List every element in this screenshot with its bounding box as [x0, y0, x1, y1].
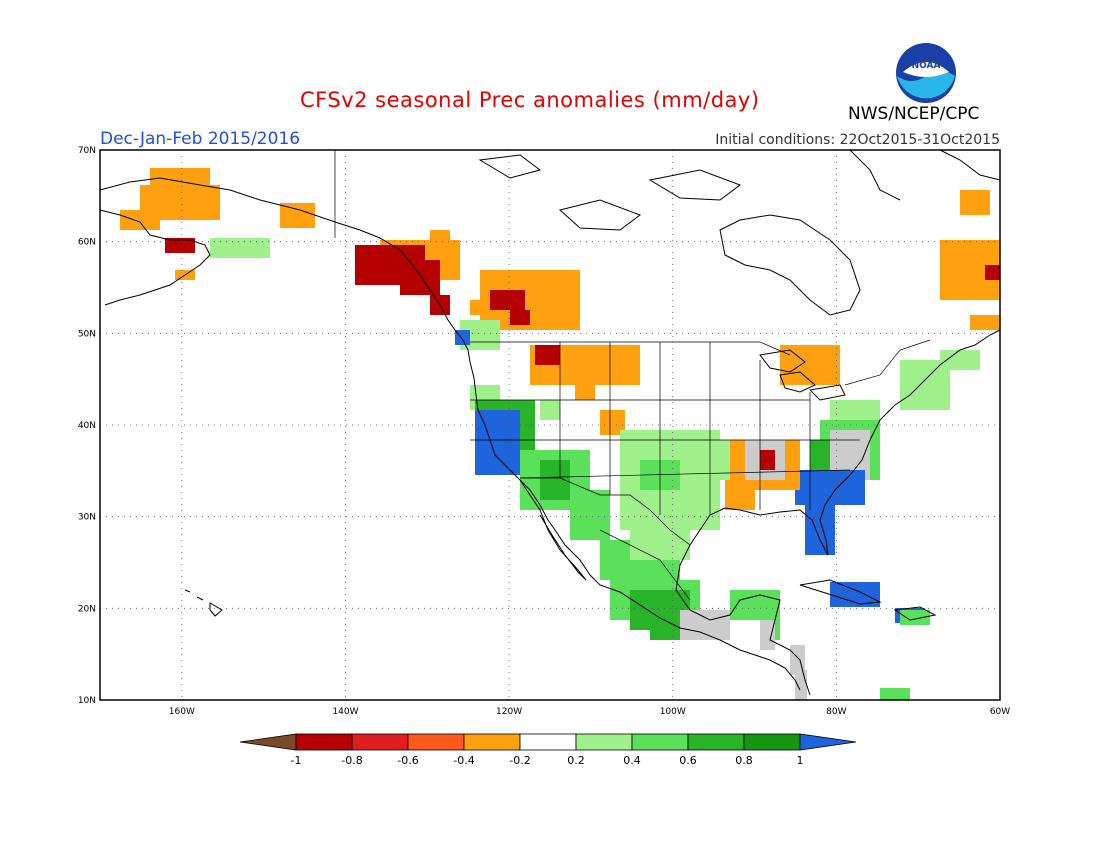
anomaly-cell [630, 520, 690, 560]
anomaly-cells [120, 168, 1000, 700]
legend-swatch [687, 733, 745, 751]
anomaly-cell [540, 400, 560, 420]
coastlines [99, 149, 1001, 696]
legend-tick-label: -0.6 [397, 754, 418, 767]
legend-tick-label: -1 [291, 754, 302, 767]
anomaly-cell [535, 345, 560, 365]
anomaly-cell [680, 610, 730, 640]
legend-tick-label: -0.2 [509, 754, 530, 767]
legend-swatch [743, 733, 801, 751]
latitude-label: 30N [78, 513, 96, 523]
legend-swatch [575, 733, 633, 751]
legend-tick-label: -0.4 [453, 754, 474, 767]
anomaly-cell [725, 480, 755, 510]
anomaly-cell [455, 330, 470, 345]
legend-tick-label: -0.8 [341, 754, 362, 767]
anomaly-cell [510, 310, 530, 325]
longitude-label: 100W [660, 707, 686, 717]
noaa-logo-text: NOAA [912, 61, 941, 71]
legend-tick-label: 0.4 [623, 754, 641, 767]
anomaly-cell [790, 645, 805, 675]
anomaly-cell [880, 688, 910, 700]
map-title: CFSv2 seasonal Prec anomalies (mm/day) [300, 88, 760, 112]
legend-tick-labels: -1 -0.8 -0.6 -0.4 -0.2 0.2 0.4 0.6 0.8 1 [291, 754, 804, 767]
legend-arrow-high [799, 733, 857, 751]
legend-tick-label: 0.2 [567, 754, 585, 767]
latitude-labels: 70N 60N 50N 40N 30N 20N 10N [78, 146, 96, 706]
anomaly-cell [760, 620, 775, 650]
anomaly-cell [150, 168, 210, 186]
anomaly-cell [780, 345, 840, 385]
legend-tick-label: 1 [797, 754, 804, 767]
latitude-label: 60N [78, 238, 96, 248]
anomaly-cell [970, 315, 1000, 330]
latitude-label: 10N [78, 696, 96, 706]
legend-swatch [463, 733, 521, 751]
initial-conditions-label: Initial conditions: 22Oct2015-31Oct2015 [715, 132, 1000, 148]
anomaly-cell [430, 230, 450, 245]
legend-tick-label: 0.8 [735, 754, 753, 767]
anomaly-cell [490, 290, 525, 310]
season-label: Dec-Jan-Feb 2015/2016 [100, 129, 301, 149]
political-borders [334, 150, 931, 601]
anomaly-cell [985, 265, 1000, 280]
anomaly-cell [940, 350, 980, 370]
agency-label: NWS/NCEP/CPC [848, 104, 980, 124]
latitude-label: 50N [78, 329, 96, 339]
anomaly-cell [730, 590, 780, 620]
longitude-labels: 160W 140W 120W 100W 80W 60W [169, 707, 1010, 717]
longitude-label: 160W [169, 707, 195, 717]
longitude-label: 120W [496, 707, 522, 717]
anomaly-cell [795, 470, 865, 505]
anomaly-cell [280, 203, 315, 228]
latitude-label: 40N [78, 421, 96, 431]
legend-arrow-low [239, 733, 297, 751]
legend-tick-label: 0.6 [679, 754, 697, 767]
anomaly-cell [760, 450, 775, 470]
anomaly-cell [960, 190, 990, 215]
longitude-label: 60W [990, 707, 1010, 717]
anomaly-cell [210, 238, 270, 258]
latitude-label: 70N [78, 146, 96, 156]
anomaly-cell [120, 210, 160, 230]
noaa-logo-icon: NOAA [896, 43, 956, 103]
longitude-label: 140W [332, 707, 358, 717]
graticule [100, 150, 1000, 700]
legend-swatch [519, 733, 577, 751]
longitude-label: 80W [826, 707, 846, 717]
map-frame [99, 149, 1001, 701]
legend-swatch [631, 733, 689, 751]
latitude-label: 20N [78, 604, 96, 614]
anomaly-cell [900, 610, 930, 625]
anomaly-cell [400, 260, 440, 295]
legend-swatch [351, 733, 409, 751]
legend-swatch [407, 733, 465, 751]
anomaly-cell [475, 410, 520, 475]
legend-swatch [295, 733, 353, 751]
anomaly-cell [575, 380, 595, 400]
